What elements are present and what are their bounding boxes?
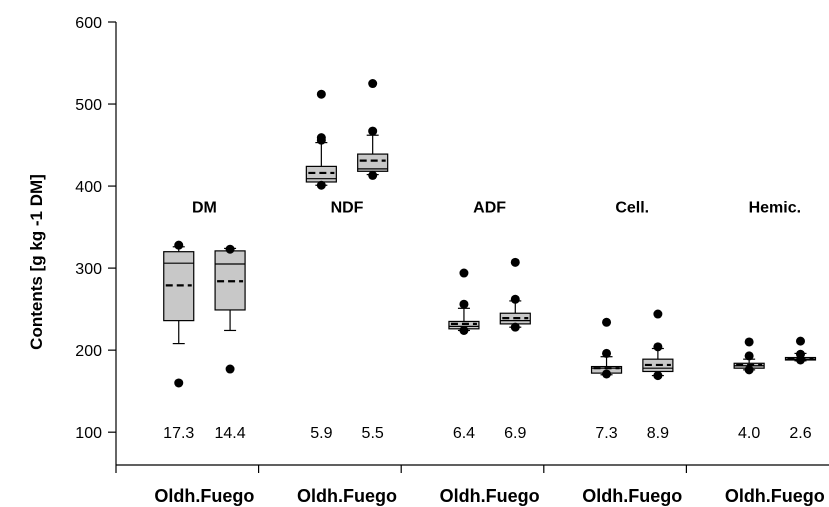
group-label-cell: Cell.	[615, 200, 649, 217]
category-label: Oldh.Fuego	[440, 486, 540, 506]
y-tick-label: 200	[75, 343, 102, 360]
cv-label: 6.4	[453, 425, 475, 442]
cv-label: 8.9	[647, 425, 669, 442]
outlier-point	[510, 322, 520, 332]
outlier-point	[510, 294, 520, 304]
cv-label: 6.9	[504, 425, 526, 442]
y-axis-label: Contents [g kg -1 DM]	[27, 174, 46, 350]
outlier-point	[602, 369, 612, 379]
outlier-point	[653, 309, 663, 319]
y-tick-label: 300	[75, 261, 102, 278]
outlier-point	[225, 364, 235, 374]
group-label-hemic: Hemic.	[749, 200, 801, 217]
outlier-point	[459, 325, 469, 335]
outlier-point	[459, 299, 469, 309]
y-tick-label: 500	[75, 97, 102, 114]
outlier-point	[744, 351, 754, 361]
y-tick-label: 600	[75, 15, 102, 32]
outlier-point	[744, 337, 754, 347]
outlier-point	[174, 240, 184, 250]
group-label-dm: DM	[192, 200, 217, 217]
category-label: Oldh.Fuego	[154, 486, 254, 506]
outlier-point	[459, 268, 469, 278]
outlier-point	[795, 355, 805, 365]
outlier-point	[653, 342, 663, 352]
category-label: Oldh.Fuego	[297, 486, 397, 506]
outlier-point	[653, 371, 663, 381]
outlier-point	[316, 135, 326, 145]
outlier-point	[368, 170, 378, 180]
plot-area: 100 200 300 400 500 600 DM Oldh.Fuego 17.3 14.4 ND…	[75, 15, 829, 506]
y-tick-label: 400	[75, 179, 102, 196]
cv-label: 5.5	[362, 425, 384, 442]
y-tick-label: 100	[75, 425, 102, 442]
cv-label: 5.9	[310, 425, 332, 442]
outlier-point	[225, 244, 235, 254]
group-label-adf: ADF	[473, 200, 506, 217]
outlier-point	[602, 348, 612, 358]
cv-label: 17.3	[163, 425, 194, 442]
outlier-point	[174, 378, 184, 388]
cv-label: 2.6	[789, 425, 811, 442]
outlier-point	[316, 89, 326, 99]
outlier-point	[368, 79, 378, 89]
outlier-point	[316, 180, 326, 190]
category-label: Oldh.Fuego	[725, 486, 825, 506]
outlier-point	[795, 336, 805, 346]
cv-label: 7.3	[595, 425, 617, 442]
group-label-ndf: NDF	[331, 200, 364, 217]
cv-label: 14.4	[215, 425, 246, 442]
outlier-point	[744, 365, 754, 375]
outlier-point	[510, 257, 520, 267]
outlier-point	[602, 317, 612, 327]
iqr-box	[305, 165, 337, 183]
cv-label: 4.0	[738, 425, 760, 442]
outlier-point	[368, 126, 378, 136]
category-label: Oldh.Fuego	[582, 486, 682, 506]
